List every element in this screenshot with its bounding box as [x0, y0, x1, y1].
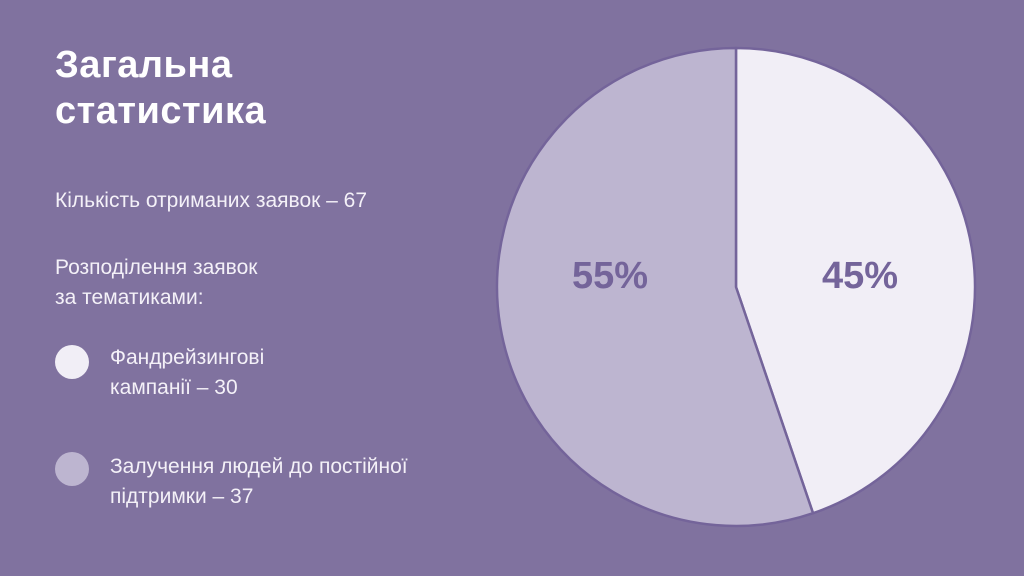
pie-label-fundraising: 45% [822, 255, 898, 297]
legend-label-ongoing-support-line-2: підтримки – 37 [110, 485, 254, 508]
legend-label-fundraising-line-2: кампанії – 30 [110, 376, 238, 399]
distribution-line-1: Розподілення заявок [55, 256, 258, 279]
legend-dot-ongoing-support [55, 452, 89, 486]
total-applications-text: Кількість отриманих заявок – 67 [55, 189, 368, 212]
title-line-1: Загальна [55, 44, 233, 86]
legend-label-fundraising: Фандрейзингові кампанії – 30 [110, 343, 510, 403]
title-line-2: статистика [55, 90, 267, 132]
legend-label-ongoing-support-line-1: Залучення людей до постійної [110, 455, 408, 478]
legend-dot-fundraising [55, 345, 89, 379]
pie-slice-ongoing-support [495, 46, 815, 528]
pie-slice-fundraising [734, 46, 977, 515]
pie-slices [495, 46, 977, 528]
legend-label-fundraising-line-1: Фандрейзингові [110, 346, 265, 369]
distribution-heading: Розподілення заявок за тематиками: [55, 253, 375, 313]
pie-label-ongoing-support: 55% [572, 255, 648, 297]
distribution-line-2: за тематиками: [55, 286, 204, 309]
legend-label-ongoing-support: Залучення людей до постійної підтримки –… [110, 452, 510, 512]
page-title: Загальна статистика [55, 42, 355, 134]
